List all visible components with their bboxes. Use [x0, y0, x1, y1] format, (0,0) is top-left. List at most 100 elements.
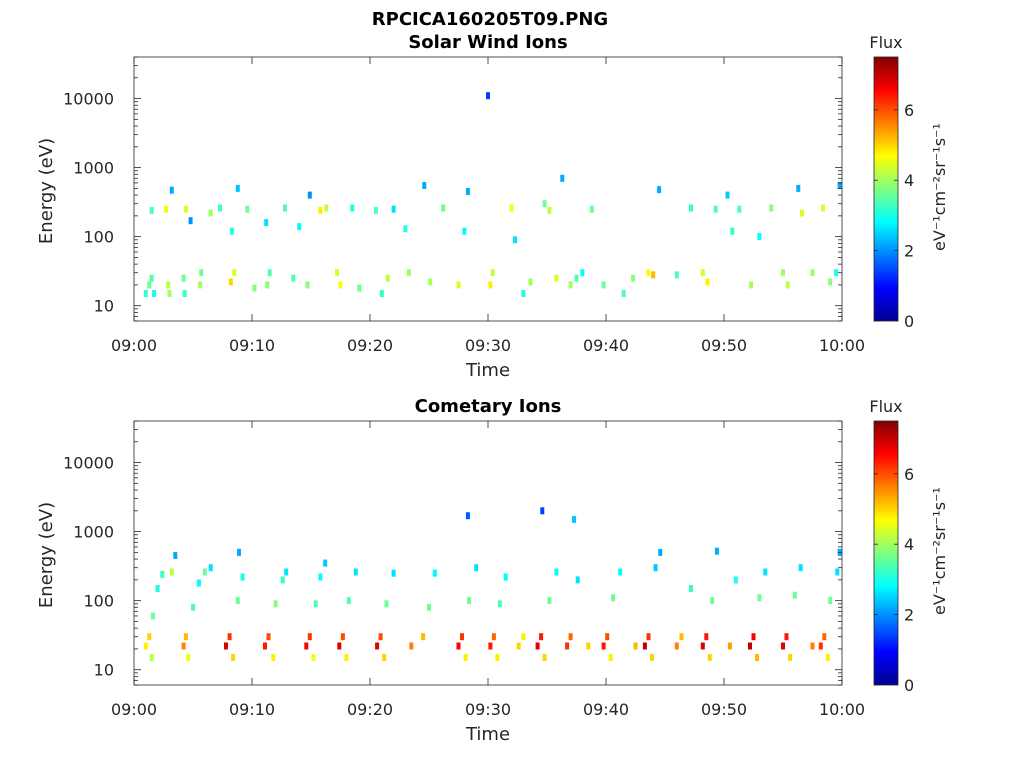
colorbar-tick-label: 0 [904, 312, 914, 331]
heatmap-cell [235, 597, 240, 605]
heatmap-cell [460, 633, 464, 641]
heatmap-cell [173, 552, 178, 559]
heatmap-cell [428, 278, 433, 286]
heatmap-cell [169, 568, 174, 576]
heatmap-cell [516, 642, 521, 650]
colorbar-title: Flux [869, 33, 902, 52]
heatmap-cell [589, 205, 594, 213]
heatmap-cell [283, 204, 287, 212]
heatmap-cell [521, 633, 526, 641]
x-tick-label: 09:20 [347, 336, 393, 355]
x-tick-label: 09:00 [111, 700, 157, 719]
heatmap-cell [474, 564, 479, 572]
heatmap-cell [586, 642, 591, 650]
heatmap-cell [509, 204, 514, 212]
heatmap-cell [353, 568, 358, 576]
heatmap-cell [271, 654, 276, 661]
heatmap-cell [542, 200, 547, 208]
cometary-panel: 10 100 1000 10000 09:00 09:10 09:20 09:30 09:40 0… [36, 396, 949, 745]
heatmap-cell [575, 576, 580, 584]
heatmap-cell [456, 281, 461, 289]
heatmap-cell [160, 570, 165, 578]
colorbar-unit-label: eV⁻¹cm⁻²sr⁻¹s⁻¹ [930, 487, 949, 615]
heatmap-cell [621, 290, 626, 297]
heatmap-cell [235, 184, 240, 192]
x-axis-label: Time [465, 360, 510, 381]
heatmap-cell [245, 205, 250, 213]
heatmap-cell [835, 568, 840, 576]
heatmap-cell [631, 274, 636, 282]
heatmap-cell [169, 186, 174, 194]
heatmap-cell [810, 642, 815, 650]
heatmap-cell [224, 642, 228, 650]
heatmap-cell [825, 654, 830, 661]
heatmap-cell [227, 633, 232, 641]
heatmap-cell [462, 227, 467, 235]
heatmap-cell [547, 206, 552, 214]
heatmap-cell [143, 290, 148, 297]
heatmap-cell [725, 191, 730, 199]
x-axis-label: Time [465, 724, 510, 745]
colorbar-tick-label: 4 [904, 171, 914, 190]
heatmap-cell [379, 290, 384, 297]
colorbar [873, 420, 899, 686]
y-tick-label: 100 [83, 228, 114, 247]
heatmap-cell [689, 585, 693, 592]
heatmap-cell [486, 92, 490, 100]
heatmap-cell [798, 564, 803, 572]
heatmap-cell [280, 576, 285, 584]
heatmap-cell [149, 206, 154, 214]
heatmap-cell [539, 633, 544, 641]
heatmap-cell [837, 182, 842, 189]
heatmap-cell [679, 633, 684, 641]
heatmap-cell [340, 633, 345, 641]
heatmap-cell [710, 597, 715, 605]
heatmap-cell [297, 223, 302, 231]
colorbar-tick-label: 2 [904, 242, 914, 261]
heatmap-cell [229, 227, 234, 235]
heatmap-cell [191, 603, 195, 611]
heatmap-cell [267, 269, 272, 277]
heatmap-cell [601, 281, 606, 289]
heatmap-cell [384, 600, 389, 608]
heatmap-cell [642, 642, 647, 650]
heatmap-cell [202, 568, 207, 576]
heatmap-cell [335, 269, 339, 277]
heatmap-cell [674, 271, 679, 279]
heatmap-cell [618, 568, 623, 576]
heatmap-cell [350, 204, 355, 212]
heatmap-cell [465, 188, 470, 195]
y-tick-label: 10000 [63, 90, 114, 109]
colorbar [873, 56, 899, 322]
heatmap-cell [700, 642, 705, 650]
heatmap-cell [155, 585, 160, 592]
heatmap-cell [304, 642, 309, 650]
heatmap-cell [382, 654, 387, 661]
y-tick-label: 10 [94, 297, 114, 316]
heatmap-cell [441, 204, 446, 212]
heatmap-cell [318, 206, 323, 214]
heatmap-cell [324, 204, 329, 212]
heatmap-cell [357, 284, 362, 292]
heatmap-cell [181, 274, 186, 282]
heatmap-cell [208, 209, 213, 217]
heatmap-cell [182, 290, 187, 297]
colorbar-title: Flux [869, 397, 902, 416]
heatmap-cell [554, 274, 559, 282]
heatmap-cell [149, 654, 154, 661]
heatmap-cell [147, 633, 152, 641]
heatmap-cell [810, 269, 815, 277]
colorbar-tick-label: 6 [904, 101, 914, 120]
heatmap-cell [166, 281, 171, 289]
heatmap-cell [540, 507, 545, 515]
heatmap-cell [391, 205, 396, 213]
heatmap-cell [788, 654, 793, 661]
heatmap-cell [346, 597, 351, 605]
heatmap-cell [674, 642, 679, 650]
heatmap-cell [273, 600, 278, 608]
heatmap-cell [818, 642, 823, 650]
heatmap-cell [580, 269, 585, 277]
heatmap-cell [163, 205, 168, 213]
heatmap-cell [713, 205, 718, 213]
heatmap-cell [704, 633, 709, 641]
